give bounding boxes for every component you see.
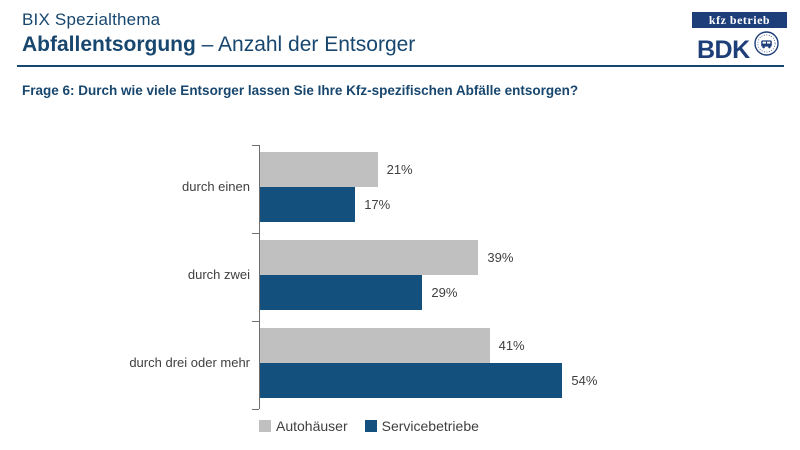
legend-label: Servicebetriebe: [381, 418, 479, 434]
bar-value-label: 29%: [431, 285, 458, 300]
bdk-seal-icon: [754, 31, 779, 56]
axis-tick: [252, 409, 259, 410]
legend-label: Autohäuser: [276, 418, 348, 434]
bdk-logo: BDK: [697, 36, 750, 64]
category-label: durch zwei: [187, 267, 250, 282]
bar-value-label: 21%: [386, 162, 413, 177]
page-title: Abfallentsorgung – Anzahl der Entsorger: [22, 33, 415, 57]
question-text: Frage 6: Durch wie viele Entsorger lasse…: [22, 83, 579, 98]
legend-swatch-icon: [364, 420, 377, 432]
legend-swatch-icon: [259, 420, 271, 432]
bar-servicebetriebe-durch-zwei: [260, 275, 423, 310]
chart-legend: Autohäuser Servicebetriebe: [259, 418, 479, 434]
bar-autoh-user-durch-einen: [260, 152, 378, 187]
bar-value-label: 54%: [571, 373, 598, 388]
category-label: durch drei oder mehr: [129, 355, 250, 370]
axis-tick: [252, 233, 259, 234]
page-title-bold: Abfallentsorgung: [22, 33, 196, 56]
page-title-rest: – Anzahl der Entsorger: [195, 33, 416, 56]
header-divider: [17, 65, 784, 67]
legend-item-servicebetriebe: Servicebetriebe: [364, 418, 479, 434]
bar-value-label: 17%: [364, 197, 391, 212]
axis-tick: [252, 145, 259, 146]
bar-servicebetriebe-durch-einen: [260, 187, 356, 222]
y-axis-line: [259, 145, 260, 409]
category-label: durch einen: [182, 179, 250, 194]
bar-autoh-user-durch-drei-oder-mehr: [260, 328, 490, 363]
kfz-betrieb-logo: kfz betrieb: [692, 12, 787, 28]
bar-servicebetriebe-durch-drei-oder-mehr: [260, 363, 563, 398]
bar-autoh-user-durch-zwei: [260, 240, 479, 275]
bar-value-label: 41%: [498, 338, 525, 353]
bar-value-label: 39%: [487, 250, 514, 265]
kicker-text: BIX Spezialthema: [22, 10, 161, 29]
axis-tick: [252, 321, 259, 322]
legend-item-autoh-user: Autohäuser: [259, 418, 348, 434]
